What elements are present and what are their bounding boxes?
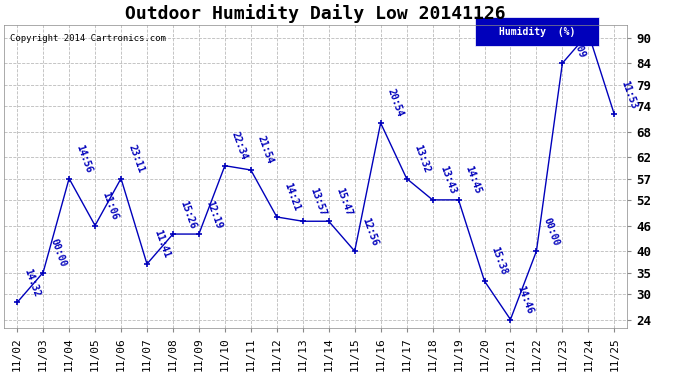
Text: 13:57: 13:57: [308, 186, 327, 217]
Title: Outdoor Humidity Daily Low 20141126: Outdoor Humidity Daily Low 20141126: [126, 4, 506, 23]
FancyBboxPatch shape: [475, 17, 599, 46]
Text: Humidity  (%): Humidity (%): [499, 27, 575, 36]
Text: 14:56: 14:56: [75, 143, 94, 174]
Text: 15:26: 15:26: [178, 199, 197, 230]
Text: 00:00: 00:00: [542, 216, 561, 247]
Text: 22:34: 22:34: [230, 130, 250, 161]
Text: 14:21: 14:21: [282, 182, 302, 213]
Text: 13:32: 13:32: [412, 143, 431, 174]
Text: Copyright 2014 Cartronics.com: Copyright 2014 Cartronics.com: [10, 34, 166, 43]
Text: 13:43: 13:43: [437, 165, 457, 196]
Text: 23:11: 23:11: [126, 143, 146, 174]
Text: 14:46: 14:46: [515, 284, 535, 315]
Text: 14:45: 14:45: [464, 165, 483, 196]
Text: 14:32: 14:32: [22, 267, 42, 298]
Text: 11:41: 11:41: [152, 229, 172, 260]
Text: 11:53: 11:53: [620, 79, 639, 110]
Text: 20:54: 20:54: [386, 88, 405, 119]
Text: 12:56: 12:56: [360, 216, 380, 247]
Text: 15:38: 15:38: [490, 246, 509, 277]
Text: 21:54: 21:54: [256, 135, 275, 166]
Text: 15:47: 15:47: [334, 186, 353, 217]
Text: 11:06: 11:06: [100, 190, 119, 221]
Text: 12:19: 12:19: [204, 199, 224, 230]
Text: 14:09: 14:09: [568, 28, 587, 59]
Text: 00:00: 00:00: [48, 237, 68, 268]
